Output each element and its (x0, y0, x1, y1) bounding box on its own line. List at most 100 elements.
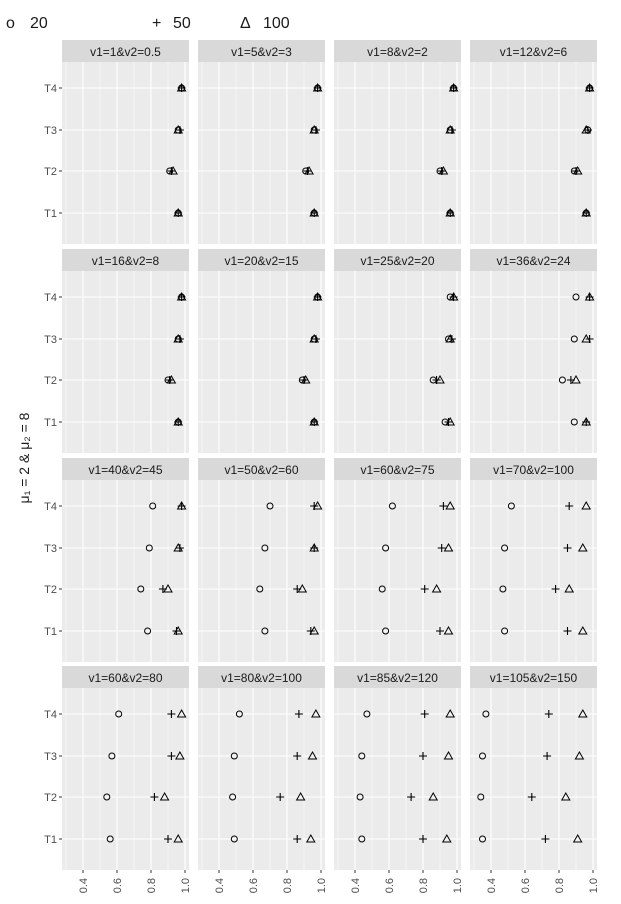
point-50-T2 (407, 793, 416, 801)
point-20-T3 (108, 752, 116, 760)
point-20-T4 (266, 502, 274, 510)
point-100-T2 (564, 583, 575, 593)
point-20-T3 (261, 544, 269, 552)
point-20-T1 (479, 835, 486, 843)
point-100-T1 (309, 207, 320, 217)
x-tick-label: 0.4 (78, 878, 90, 893)
point-20-T4 (388, 502, 396, 510)
y-tick-label-T4: T4 (44, 292, 57, 304)
plot-area-2 (334, 62, 461, 244)
facet-title-8: v1=40&v2=45 (88, 463, 162, 477)
point-100-T2 (560, 791, 571, 801)
point-20-T2 (356, 793, 364, 801)
facet-title-14: v1=85&v2=120 (357, 671, 438, 685)
point-20-T4 (235, 710, 243, 718)
y-tick-label-T2: T2 (44, 792, 57, 804)
y-tick-label-T4: T4 (44, 709, 57, 721)
point-100-T2 (168, 165, 178, 175)
facet-title-7: v1=36&v2=24 (496, 254, 570, 268)
point-100-T1 (173, 625, 184, 635)
facet-panel-7: v1=36&v2=24 (470, 249, 597, 453)
y-tick-label-T1: T1 (44, 208, 57, 220)
point-100-T2 (297, 583, 308, 593)
point-100-T1 (441, 833, 452, 843)
y-tick-label-T4: T4 (44, 83, 57, 95)
plot-area-4 (62, 271, 189, 453)
y-tick-label-T1: T1 (44, 834, 57, 846)
point-100-T3 (173, 542, 184, 552)
point-20-T3 (145, 544, 153, 552)
facet-title-2: v1=8&v2=2 (367, 45, 428, 59)
y-tick-label-T1: T1 (44, 417, 57, 429)
point-100-T3 (574, 750, 585, 760)
point-50-T1 (419, 835, 427, 843)
facet-title-6: v1=25&v2=20 (360, 254, 434, 268)
point-50-T1 (164, 835, 172, 843)
x-tick-label: 0.8 (418, 878, 430, 893)
facet-strip-1 (198, 40, 325, 62)
facet-title-10: v1=60&v2=75 (360, 463, 434, 477)
facet-strip-15 (470, 666, 597, 688)
point-100-T4 (584, 82, 595, 92)
point-50-T2 (551, 585, 560, 593)
point-100-T3 (445, 333, 456, 343)
point-100-T4 (448, 291, 459, 301)
point-20-T2 (103, 793, 111, 801)
point-100-T4 (577, 708, 588, 718)
x-tick-label: 0.8 (282, 878, 294, 893)
point-20-T4 (363, 710, 371, 718)
point-50-T4 (167, 710, 176, 718)
legend: o 20 +50 Δ 100 (6, 15, 290, 32)
point-100-T3 (173, 124, 184, 134)
point-100-T1 (173, 833, 184, 843)
facet-title-3: v1=12&v2=6 (500, 45, 568, 59)
facet-title-0: v1=1&v2=0.5 (90, 45, 161, 59)
y-tick-label-T4: T4 (44, 501, 57, 513)
facet-title-5: v1=20&v2=15 (224, 254, 298, 268)
point-100-T2 (295, 791, 306, 801)
facet-panel-0: v1=1&v2=0.5 T1 T2 T3 T4 (44, 40, 189, 244)
point-20-T1 (144, 627, 152, 635)
facet-strip-7 (470, 249, 597, 271)
facet-strip-6 (334, 249, 461, 271)
point-50-T4 (294, 710, 303, 718)
point-100-T4 (176, 291, 187, 301)
y-tick-label-T2: T2 (44, 375, 57, 387)
facet-panel-8: v1=40&v2=45 T1 T2 T3 T4 (44, 458, 189, 662)
point-100-T4 (584, 291, 595, 301)
facet-strip-5 (198, 249, 325, 271)
point-50-T1 (563, 627, 572, 635)
point-100-T2 (438, 165, 449, 175)
point-20-T3 (358, 752, 366, 760)
point-50-T3 (419, 752, 427, 760)
x-tick-label: 0.8 (554, 878, 566, 893)
point-50-T3 (293, 752, 302, 760)
point-20-T1 (501, 627, 509, 635)
facet-panel-4: v1=16&v2=8 T1 T2 T3 T4 (44, 249, 189, 453)
facet-panel-10: v1=60&v2=75 (334, 458, 461, 662)
point-100-T1 (572, 833, 583, 843)
x-tick-label: 0.4 (214, 878, 226, 893)
point-20-T1 (106, 835, 114, 843)
point-50-T2 (276, 793, 285, 801)
facet-strip-9 (198, 458, 325, 480)
legend-symbol-2: Δ (240, 15, 251, 32)
point-100-T1 (173, 416, 184, 426)
point-20-T1 (230, 835, 238, 843)
point-50-T1 (293, 835, 302, 843)
plot-area-13 (198, 688, 325, 870)
point-20-T3 (570, 335, 578, 343)
facet-panel-15: v1=105&v2=150 0.4 0.6 0.8 1.0 (470, 666, 600, 893)
facet-panel-11: v1=70&v2=100 (470, 458, 597, 662)
point-20-T2 (477, 793, 485, 801)
facet-strip-2 (334, 40, 461, 62)
legend-symbol-1: + (152, 15, 161, 32)
facet-title-9: v1=50&v2=60 (224, 463, 298, 477)
point-20-T3 (230, 752, 238, 760)
point-20-T3 (382, 544, 390, 552)
legend-label-1: 50 (173, 15, 191, 32)
facet-panel-9: v1=50&v2=60 (198, 458, 325, 662)
facet-strip-4 (62, 249, 189, 271)
point-20-T4 (482, 710, 490, 718)
